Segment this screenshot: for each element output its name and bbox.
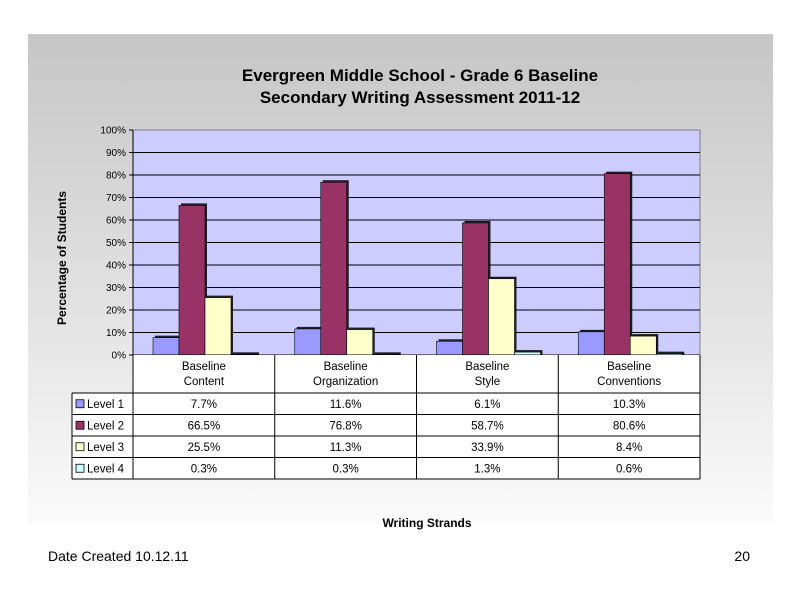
x-axis-label: Writing Strands — [382, 516, 472, 530]
y-tick-label: 100% — [100, 126, 126, 137]
data-label: 10.3% — [613, 399, 646, 411]
series-name: Level 4 — [87, 463, 125, 475]
data-label: 25.5% — [188, 442, 221, 454]
bar — [577, 331, 605, 356]
bar — [294, 328, 322, 356]
bar-shadow — [374, 352, 401, 355]
category-label: Baseline — [324, 361, 368, 373]
data-label: 11.3% — [330, 442, 362, 454]
y-tick-label: 70% — [106, 193, 126, 204]
data-label: 11.6% — [330, 399, 362, 411]
y-tick-label: 90% — [106, 148, 126, 159]
y-tick-label: 20% — [106, 306, 126, 317]
chart-title-line-1: Evergreen Middle School - Grade 6 Baseli… — [241, 66, 599, 85]
data-label: 7.7% — [191, 399, 217, 411]
page-number: 20 — [734, 548, 750, 564]
data-label: 0.3% — [191, 463, 217, 475]
y-tick-label: 80% — [106, 171, 126, 182]
category-label: Baseline — [182, 361, 226, 373]
category-label: Style — [475, 376, 501, 388]
category-label: Baseline — [465, 361, 509, 373]
category-label: Content — [184, 376, 225, 388]
data-label: 0.6% — [616, 463, 642, 475]
y-tick-label: 0% — [112, 351, 127, 362]
legend-key — [75, 463, 85, 473]
data-label: 80.6% — [613, 420, 646, 432]
bar — [436, 340, 463, 356]
legend-key — [75, 442, 85, 452]
series-name: Level 1 — [87, 399, 124, 411]
data-label: 76.8% — [329, 420, 362, 432]
bar — [204, 297, 232, 356]
legend-key — [75, 399, 85, 409]
y-tick-label: 50% — [106, 238, 126, 249]
series-name: Level 3 — [87, 442, 124, 454]
chart-title-line-2: Secondary Writing Assessment 2011-12 — [259, 88, 581, 107]
bar-shadow — [233, 352, 259, 355]
data-label: 1.3% — [474, 463, 500, 475]
bar — [346, 329, 374, 356]
data-label: 66.5% — [188, 420, 221, 432]
bar — [152, 337, 180, 356]
category-label: Organization — [313, 376, 378, 388]
y-tick-label: 60% — [106, 216, 126, 227]
bar — [320, 181, 348, 356]
date-created: Date Created 10.12.11 — [48, 548, 189, 564]
data-label: 6.1% — [474, 399, 500, 411]
y-tick-label: 40% — [106, 261, 126, 272]
data-label: 8.4% — [616, 442, 642, 454]
category-label: Baseline — [607, 361, 651, 373]
category-label: Conventions — [597, 376, 661, 388]
chart-title: Evergreen Middle School - Grade 6 Baseli… — [0, 65, 800, 109]
bar — [462, 222, 489, 356]
bar — [178, 205, 206, 356]
bar — [629, 335, 657, 356]
bar — [603, 173, 631, 356]
y-tick-label: 10% — [106, 328, 126, 339]
legend-key — [75, 420, 85, 430]
series-name: Level 2 — [87, 420, 124, 432]
bar-shadow — [658, 351, 685, 355]
y-tick-label: 30% — [106, 283, 126, 294]
data-label: 0.3% — [333, 463, 359, 475]
data-label: 58.7% — [471, 420, 504, 432]
bar — [488, 278, 515, 356]
data-label: 33.9% — [471, 442, 504, 454]
